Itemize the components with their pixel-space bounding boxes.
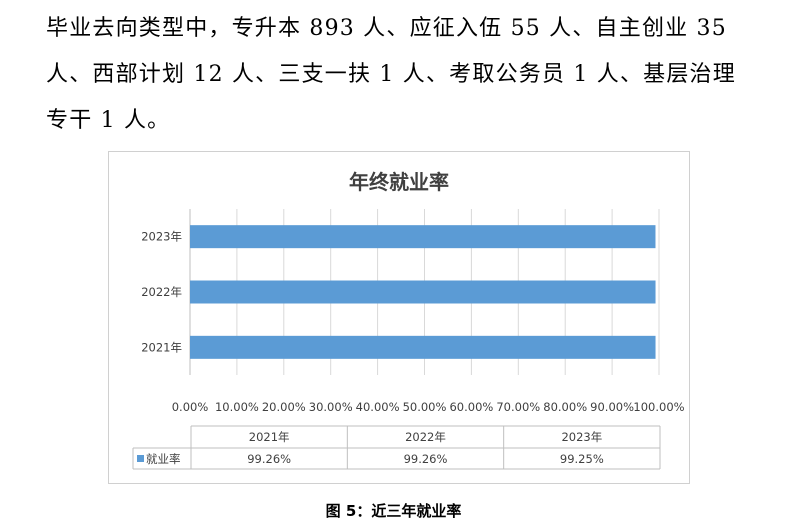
- x-tick-label: 50.00%: [403, 400, 447, 414]
- paragraph-line-1: 毕业去向类型中，专升本 893 人、应征入伍 55 人、自主创业 35: [46, 16, 727, 41]
- y-category-label: 2022年: [141, 285, 182, 299]
- x-tick-label: 40.00%: [356, 400, 400, 414]
- table-header-cell: 2021年: [249, 430, 290, 444]
- legend-key-swatch: [137, 455, 144, 462]
- bar-2023年: [190, 225, 656, 249]
- employment-rate-chart: 年终就业率 0.00% 10.00% 20.00% 30.00% 40.00% 50.00…: [108, 151, 690, 484]
- x-tick-label: 100.00%: [633, 400, 684, 414]
- table-value-cell: 99.26%: [404, 452, 448, 466]
- x-tick-label: 0.00%: [172, 400, 209, 414]
- x-tick-label: 30.00%: [309, 400, 353, 414]
- figure-caption: 图 5：近三年就业率: [325, 502, 462, 520]
- y-category-label: 2023年: [141, 230, 182, 244]
- x-tick-label: 80.00%: [543, 400, 587, 414]
- y-category-label: 2021年: [141, 340, 182, 354]
- table-value-cell: 99.26%: [247, 452, 291, 466]
- bar-2021年: [190, 335, 656, 359]
- table-value-cell: 99.25%: [560, 452, 604, 466]
- table-header-cell: 2022年: [405, 430, 446, 444]
- table-row-label: 就业率: [146, 452, 181, 466]
- paragraph-line-3: 专干 1 人。: [46, 108, 171, 133]
- intro-paragraph: 毕业去向类型中，专升本 893 人、应征入伍 55 人、自主创业 35 人、西部…: [46, 6, 746, 144]
- x-tick-label: 20.00%: [262, 400, 306, 414]
- chart-title: 年终就业率: [349, 170, 449, 194]
- paragraph-line-2: 人、西部计划 12 人、三支一扶 1 人、考取公务员 1 人、基层治理: [46, 62, 736, 87]
- table-header-cell: 2023年: [561, 430, 602, 444]
- x-tick-label: 90.00%: [590, 400, 634, 414]
- bar-2022年: [190, 280, 656, 304]
- x-tick-label: 10.00%: [215, 400, 259, 414]
- chart-plot: 0.00% 10.00% 20.00% 30.00% 40.00% 50.00% 60.00…: [132, 209, 685, 470]
- x-tick-label: 60.00%: [449, 400, 493, 414]
- x-tick-label: 70.00%: [496, 400, 540, 414]
